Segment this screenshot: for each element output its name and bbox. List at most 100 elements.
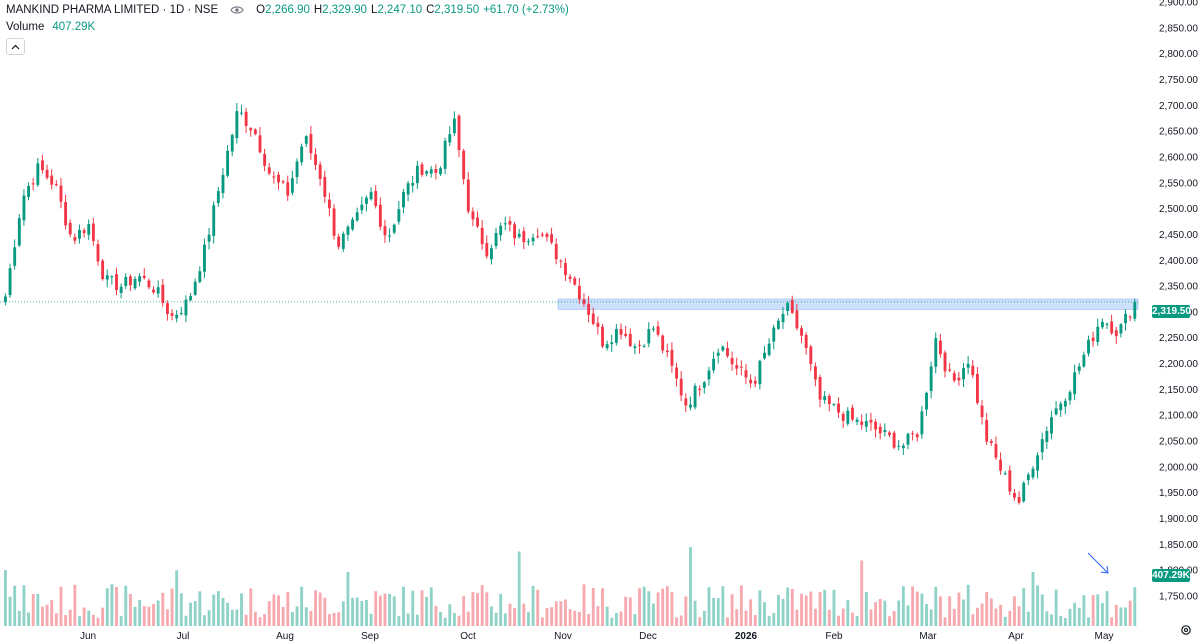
candle-body [851,407,854,420]
volume-bar [397,616,401,626]
volume-bar [249,588,253,626]
volume-bar [851,612,854,626]
volume-bar [161,592,165,626]
candle-body [78,230,81,239]
candle-body [87,224,91,235]
volume-bar [897,600,901,626]
candle-body [1008,470,1012,492]
candle-body [1063,400,1067,407]
candle-body [1100,321,1104,328]
candle-body [1022,482,1026,502]
candle-body [457,115,461,151]
volume-bar [1096,594,1100,626]
ohlc-values: O2,266.90 H2,329.90 L2,247.10 C2,319.50 … [256,4,569,16]
price-tick-label: 2,850.00 [1159,23,1198,34]
volume-bar [957,592,961,626]
candle-body [235,111,239,139]
volume-bar [203,615,206,626]
candle-body [749,379,753,384]
candle-body [179,312,183,314]
volume-bar [999,604,1003,626]
price-tick-label: 2,750.00 [1159,75,1198,86]
volume-bar [184,615,188,626]
candle-body [846,410,850,424]
volume-bar [888,616,891,626]
volume-bar [795,609,799,626]
candle-body [814,366,817,380]
volume-bar [207,610,211,626]
candle-body [596,322,600,327]
candle-body [966,363,970,368]
volume-bar [758,590,762,626]
candle-body [550,234,554,243]
candle-body [827,396,831,405]
price-tick-label: 2,050.00 [1159,437,1198,448]
volume-bar [1082,595,1086,626]
volume-bar [17,610,21,626]
volume-bar [175,570,179,626]
candle-body [212,205,216,236]
candle-body [665,350,669,353]
candle-body [610,342,614,345]
symbol-title[interactable]: MANKIND PHARMA LIMITED · 1D · NSE [6,4,219,16]
volume-bar [540,617,544,626]
volume-bar [772,612,776,626]
candle-body [36,163,40,185]
volume-bar [1013,596,1016,626]
candle-body [559,260,563,262]
volume-bar [78,616,81,626]
volume-bar [170,588,174,626]
candle-body [138,276,142,282]
settings-icon[interactable] [1180,624,1192,636]
time-tick-label: Dec [639,631,657,642]
candle-body [948,369,952,371]
candle-body [443,140,447,169]
candle-body [184,299,188,316]
volume-bar [823,589,827,626]
volume-label: Volume [6,21,45,33]
volume-bar [638,588,641,626]
candle-body [499,225,503,236]
candle-body [1077,366,1081,371]
candle-body [249,128,253,131]
volume-bar [286,591,290,626]
volume-bar [661,588,665,626]
candle-body [976,373,979,403]
candle-body [573,278,577,285]
candle-body [1026,474,1030,480]
volume-bar [652,603,655,626]
candle-body [614,328,618,343]
volume-bar [1022,588,1026,626]
candle-body [628,333,632,346]
price-tick-label: 2,900.00 [1159,0,1198,9]
price-tick-label: 2,200.00 [1159,359,1198,370]
volume-bar [128,593,132,626]
candle-body [883,429,887,433]
volume-bar [147,606,151,626]
candle-body [735,365,739,369]
volume-bar [272,594,276,626]
volume-bar [962,599,965,626]
candle-body [1105,323,1109,325]
volume-bar [952,608,956,626]
volume-bar [577,611,581,626]
candle-body [402,191,405,208]
candle-body [156,287,160,294]
volume-bar [656,592,660,626]
candle-body [1087,339,1090,354]
volume-bar [781,598,785,626]
volume-bar [527,612,530,626]
collapse-legend-button[interactable] [6,38,25,55]
volume-bar [628,597,632,626]
volume-bar [1054,589,1058,626]
candle-body [147,280,151,288]
volume-bar [485,592,489,626]
candle-body [378,204,382,227]
volume-bar [332,612,336,626]
candle-body [277,174,280,183]
last-volume-tag: 407.29K [1152,569,1190,582]
volume-bar [420,590,424,626]
eye-icon[interactable] [230,3,244,17]
candle-body [661,335,665,351]
